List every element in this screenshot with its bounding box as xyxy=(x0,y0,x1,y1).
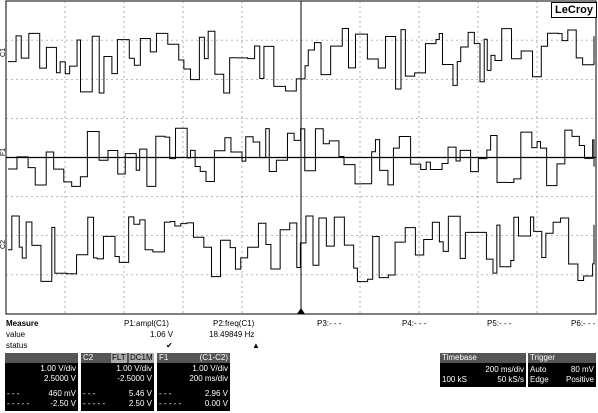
c1-offset: 2.5000 V xyxy=(43,374,76,383)
trigger-header: Trigger xyxy=(528,353,596,363)
timebase-title: Timebase xyxy=(442,353,477,362)
c1-box-header xyxy=(5,353,78,363)
c2-coupling-tag: DC1M xyxy=(129,353,154,363)
c2-vdiv: 1.00 V/div xyxy=(116,364,152,373)
trigger-title: Trigger xyxy=(530,353,556,362)
timebase-tdiv: 200 ms/div xyxy=(485,365,524,374)
trigger-level: 80 mV xyxy=(570,365,594,374)
f1-math-box[interactable]: F1 (C1-C2) 1.00 V/div 200 ms/div - - - 2.… xyxy=(157,353,230,411)
f1-meas2-label: - - - - - xyxy=(159,399,182,408)
measure-row-value: value xyxy=(6,330,26,339)
f1-trace xyxy=(8,127,595,187)
timebase-rate: 50 kS/s xyxy=(497,375,524,384)
measure-row-status: status xyxy=(6,341,28,350)
c1-trace-label: C1 xyxy=(0,48,7,57)
p2-value: 18.49849 Hz xyxy=(209,330,255,339)
c2-meas2: 2.50 V xyxy=(128,399,152,408)
p3-label[interactable]: P3:- - - xyxy=(317,319,342,328)
c2-meas1-label: - - - xyxy=(83,389,96,398)
c1-vdiv: 1.00 V/div xyxy=(40,364,76,373)
c1-meas1: 460 mV xyxy=(48,389,76,398)
f1-vdiv: 1.00 V/div xyxy=(192,364,228,373)
c2-trace xyxy=(8,215,595,283)
trigger-box[interactable]: Trigger Auto 80 mV Edge Positive xyxy=(528,353,596,387)
f1-meas1-label: - - - xyxy=(159,389,172,398)
p1-label[interactable]: P1:ampl(C1) xyxy=(124,319,169,328)
timebase-header: Timebase xyxy=(440,353,526,363)
f1-trace-label: F1 xyxy=(0,148,7,157)
c2-offset: -2.5000 V xyxy=(117,374,152,383)
p2-status-warning-icon: ▲ xyxy=(252,341,260,350)
lecroy-logo: LeCroy xyxy=(551,2,597,18)
oscilloscope-grid xyxy=(5,0,597,315)
trigger-mode: Auto xyxy=(530,365,547,374)
c2-meas1: 5.46 V xyxy=(128,389,152,398)
trigger-slope: Positive xyxy=(565,375,594,384)
c2-trace-label: C2 xyxy=(0,240,7,249)
p4-label[interactable]: P4:- - - xyxy=(402,319,427,328)
p5-label[interactable]: P5:- - - xyxy=(487,319,512,328)
c1-meas2: -2.50 V xyxy=(50,399,76,408)
f1-meas1: 2.96 V xyxy=(204,389,228,398)
timebase-box[interactable]: Timebase 200 ms/div 100 kS 50 kS/s xyxy=(440,353,526,387)
timebase-samples: 100 kS xyxy=(442,375,467,384)
c2-filter-tag: FLT xyxy=(111,353,127,363)
waveform-display[interactable]: LeCroy C1 F1 C2 xyxy=(0,0,598,318)
p6-label[interactable]: P6:- - - xyxy=(571,319,596,328)
c1-channel-box[interactable]: 1.00 V/div 2.5000 V - - - 460 mV - - - - … xyxy=(5,353,78,411)
trigger-position-marker xyxy=(297,308,305,314)
f1-box-header: F1 (C1-C2) xyxy=(157,353,230,363)
c2-box-header: C2 FLT DC1M xyxy=(81,353,154,363)
c2-channel-box[interactable]: C2 FLT DC1M 1.00 V/div -2.5000 V - - - 5.… xyxy=(81,353,154,411)
c2-box-label: C2 xyxy=(83,353,94,362)
f1-meas2: 0.00 V xyxy=(204,399,228,408)
measure-title: Measure xyxy=(6,319,39,328)
c1-meas2-label: - - - - - xyxy=(7,399,30,408)
f1-tdiv: 200 ms/div xyxy=(189,374,228,383)
f1-function: (C1-C2) xyxy=(199,353,228,362)
c1-trace xyxy=(8,27,595,94)
p2-label[interactable]: P2:freq(C1) xyxy=(213,319,255,328)
c2-meas2-label: - - - - - xyxy=(83,399,106,408)
c1-meas1-label: - - - xyxy=(7,389,20,398)
f1-box-label: F1 xyxy=(159,353,169,362)
p1-value: 1.06 V xyxy=(150,330,174,339)
p1-status-check-icon: ✔ xyxy=(166,341,173,350)
trigger-coupling: Edge xyxy=(530,375,549,384)
